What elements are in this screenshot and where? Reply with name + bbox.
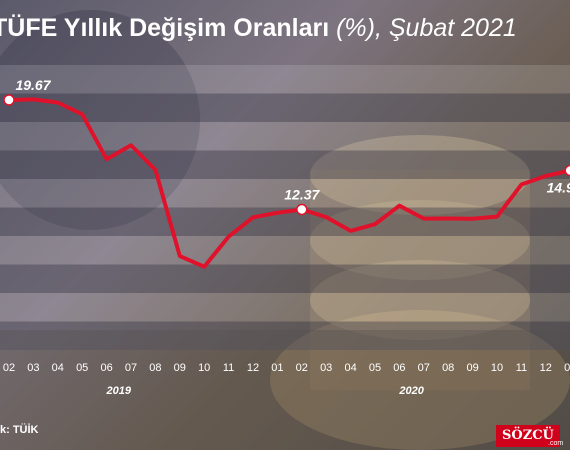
x-tick-label: 02: [296, 362, 308, 374]
x-tick-label: 08: [149, 362, 161, 374]
grid-band: [0, 122, 570, 151]
grid-band: [0, 179, 570, 208]
x-tick-label: 11: [223, 362, 234, 374]
x-tick-label: 12: [540, 362, 552, 374]
grid-band: [0, 321, 570, 350]
x-tick-label: 12: [247, 362, 259, 374]
year-label: 2020: [398, 385, 424, 397]
data-label: 12.37: [284, 186, 320, 202]
grid-band: [0, 150, 570, 179]
x-tick-label: 07: [125, 362, 137, 374]
x-tick-label: 04: [344, 362, 356, 374]
chart-title: TÜFE Yıllık Değişim Oranları (%), Şubat …: [0, 14, 517, 43]
x-tick-label: 09: [466, 362, 478, 374]
x-tick-label: 01: [271, 362, 283, 374]
x-tick-label: 07: [418, 362, 430, 374]
x-tick-label: 03: [320, 362, 332, 374]
series-line: [7, 97, 570, 269]
x-tick-label: 10: [198, 362, 210, 374]
x-tick-label: 09: [174, 362, 186, 374]
grid-band: [0, 293, 570, 322]
data-point-marker: [3, 94, 15, 106]
data-point-marker: [564, 164, 570, 177]
chart-title-subtitle: (%), Şubat 2021: [336, 14, 517, 42]
x-tick-label: 04: [52, 362, 64, 374]
data-point-marker: [296, 203, 308, 216]
x-tick-label: 11: [516, 362, 527, 374]
brand-logo-suffix: .com: [548, 440, 564, 447]
chart-title-main: TÜFE Yıllık Değişim Oranları: [0, 14, 330, 42]
x-tick-label: 03: [27, 362, 39, 374]
x-tick-label: 06: [100, 362, 112, 374]
grid-band: [0, 264, 570, 293]
data-label: 14.9: [547, 179, 570, 195]
grid-band: [0, 65, 570, 94]
source-note: k: TÜİK: [0, 424, 39, 436]
year-label: 2019: [106, 385, 132, 397]
x-tick-label: 01: [564, 362, 570, 374]
x-tick-label: 05: [369, 362, 381, 374]
x-tick-label: 05: [76, 362, 88, 374]
grid-band: [0, 93, 570, 122]
x-tick-label: 08: [442, 362, 454, 374]
x-tick-label: 10: [491, 362, 503, 374]
x-tick-label: 06: [393, 362, 405, 374]
grid-band: [0, 236, 570, 265]
x-tick-label: 02: [3, 362, 15, 374]
brand-logo: SÖZCÜ: [496, 425, 560, 447]
data-label: 19.67: [15, 77, 51, 93]
